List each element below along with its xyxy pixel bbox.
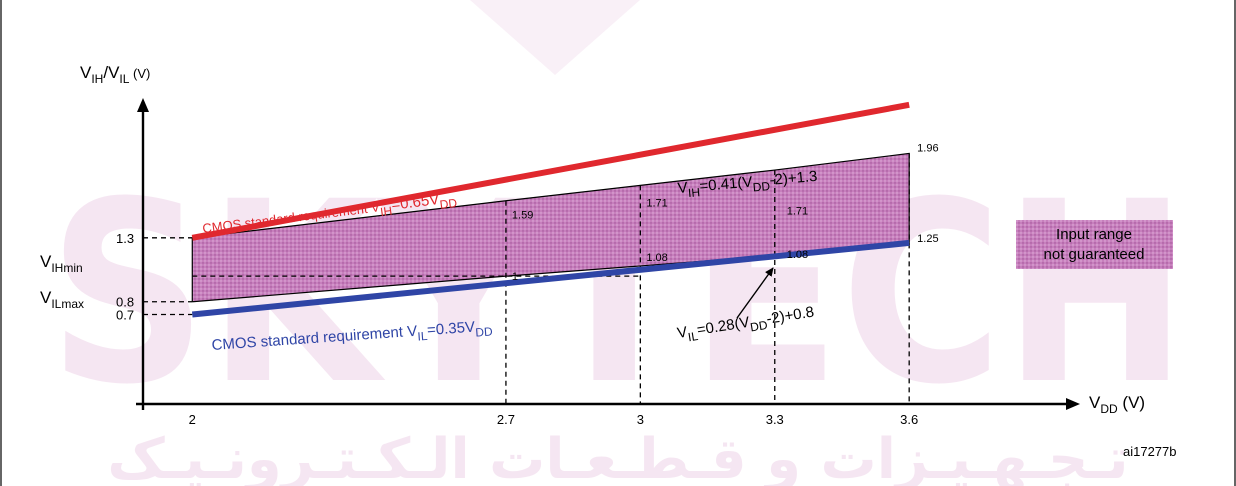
watermark-arabic-text: تـجـهـیـزات و قـطـعـات الـکـتـرونـیـک (107, 427, 1128, 486)
y-tick-label: 1.3 (116, 231, 134, 246)
y-axis-label: VIH/VIL (V) (80, 63, 150, 86)
legend: Input range not guaranteed (1016, 220, 1173, 269)
tick-labels: 2 2.7 3 3.3 3.6 1.3 0.80.7 (116, 231, 918, 427)
point-label: 1.96 (917, 142, 938, 154)
y-axis-arrow (137, 98, 149, 112)
legend-line-1: Input range (1056, 226, 1132, 243)
legend-line-2: not guaranteed (1044, 246, 1145, 263)
vil-cmos-line (191, 239, 910, 318)
legend-swatch (1016, 220, 1173, 269)
vihmin-label: VIHmin (40, 252, 83, 275)
point-label: 1.59 (512, 210, 533, 222)
vilmax-label: VILmax (40, 288, 84, 311)
x-tick-label: 3.3 (766, 412, 784, 427)
figure-id: ai17277b (1123, 444, 1177, 459)
y-tick-label: 0.7 (116, 308, 134, 323)
x-tick-label: 3.6 (900, 412, 918, 427)
x-axis-arrow (1066, 398, 1080, 410)
point-label: 1.71 (787, 205, 808, 217)
point-label: 1.08 (646, 252, 667, 264)
point-label: 1 (512, 271, 518, 283)
vil-formula-pointer (736, 267, 774, 319)
x-tick-label: 2.7 (497, 412, 515, 427)
x-tick-label: 2 (189, 412, 196, 427)
vih-cmos-line (191, 101, 910, 241)
x-axis-label: VDD (V) (1089, 393, 1145, 416)
y-tick-label: 0.8 (116, 295, 134, 310)
vih-formula-label: VIH=0.41(VDD-2)+1.3 (677, 168, 819, 201)
point-label: 1.25 (917, 233, 938, 245)
not-guaranteed-region (192, 153, 910, 302)
x-tick-label: 3 (637, 412, 644, 427)
point-label: 1.08 (787, 249, 808, 261)
point-labels: 1.59 1 1.71 1.08 1.71 1.08 1.96 1.25 (512, 142, 939, 283)
point-label: 1.71 (646, 197, 667, 209)
